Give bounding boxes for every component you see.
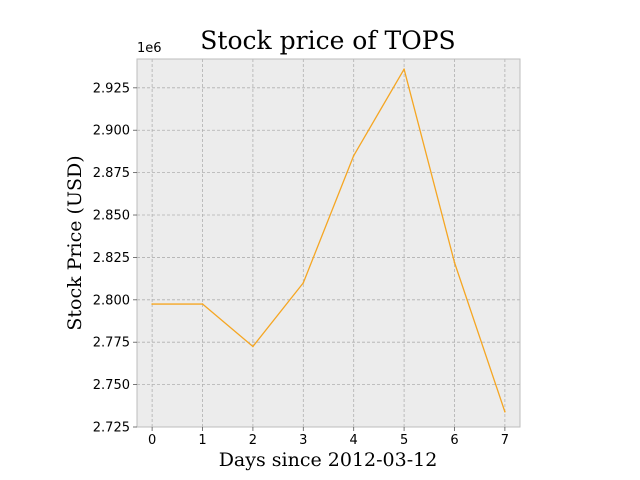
data-point	[151, 303, 153, 305]
data-point	[403, 68, 405, 70]
data-point	[201, 303, 204, 305]
x-tick-label: 2	[249, 433, 257, 448]
y-tick-label: 2.825	[93, 251, 130, 266]
y-tick-label: 2.850	[93, 209, 130, 224]
y-tick-label: 2.750	[93, 378, 130, 393]
x-axis-ticks: 0 1 2 3 4 5 6 7	[148, 427, 509, 448]
x-tick-label: 4	[350, 433, 358, 448]
data-point	[252, 345, 254, 348]
x-tick-label: 0	[148, 433, 156, 448]
y-tick-label: 2.925	[93, 81, 130, 96]
x-axis-label: Days since 2012-03-12	[219, 449, 438, 471]
plot-frame	[136, 58, 521, 428]
plot-area	[137, 59, 520, 427]
data-point	[453, 261, 456, 264]
y-tick-label: 2.900	[93, 124, 130, 139]
data-point	[302, 282, 305, 284]
x-tick-label: 6	[450, 433, 458, 448]
y-axis-label: Stock Price (USD)	[64, 155, 86, 330]
y-tick-label: 2.775	[93, 336, 130, 351]
x-tick-label: 7	[501, 433, 509, 448]
x-tick-label: 3	[299, 433, 307, 448]
chart-title: Stock price of TOPS	[200, 26, 455, 55]
y-tick-label: 2.875	[93, 166, 130, 181]
x-tick-label: 1	[198, 433, 206, 448]
y-tick-label: 2.800	[93, 293, 130, 308]
y-tick-label: 2.725	[93, 421, 130, 436]
x-tick-label: 5	[400, 433, 408, 448]
y-axis-offset-label: 1e6	[137, 41, 162, 56]
series-layer	[151, 68, 506, 413]
data-point	[504, 410, 506, 413]
series-line	[152, 68, 506, 412]
data-point	[352, 154, 355, 157]
y-axis-ticks: 2.725 2.750 2.775 2.800 2.825 2.850 2.875 2.900…	[93, 81, 137, 436]
